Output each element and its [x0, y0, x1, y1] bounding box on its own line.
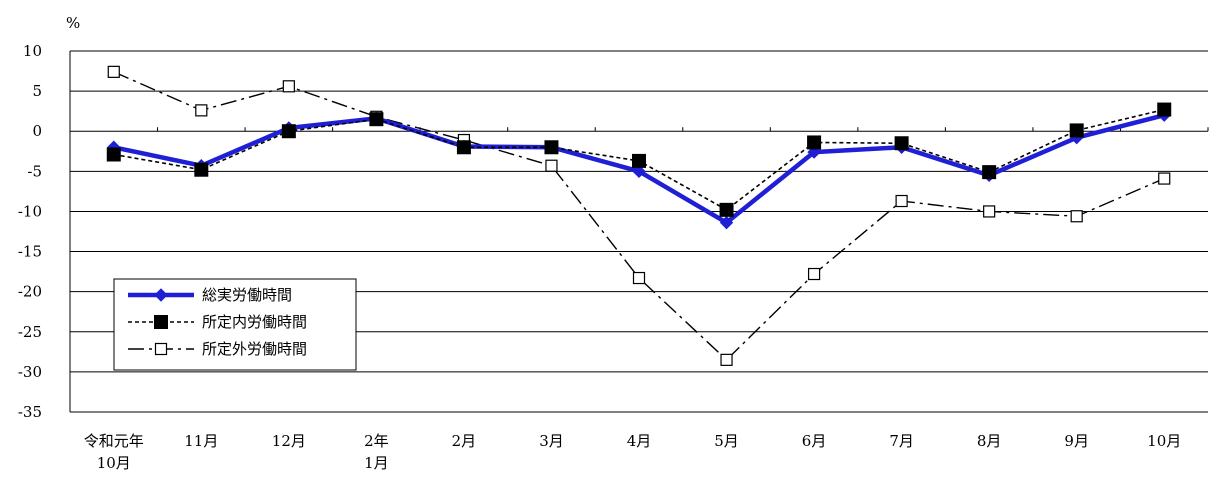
series-1-point [106, 147, 121, 162]
series-1-point [456, 140, 471, 155]
y-tick-label: -15 [18, 243, 42, 261]
series-2-point [1070, 210, 1083, 223]
legend-marker-1 [154, 315, 168, 329]
legend-marker-0 [154, 288, 168, 302]
y-tick-label: -35 [18, 403, 42, 421]
x-tick-labels: 令和元年 10月 11月 12月 2年 1月 2月 3月 4月 5月 6月 7月 8月 9月 10月 [84, 432, 1182, 472]
series-1-point [807, 135, 822, 150]
series-2-point [983, 205, 996, 218]
x-tick-label: 6月 [802, 432, 827, 450]
series-2-point [282, 80, 295, 93]
legend-label-1: 所定内労働時間 [202, 313, 307, 331]
x-tick-label: 12月 [272, 432, 306, 450]
x-tick-label: 8月 [977, 432, 1002, 450]
series-2-point [1158, 172, 1171, 185]
series-0-point [719, 215, 734, 230]
legend-marker-2 [154, 342, 168, 356]
series-1-point [1069, 123, 1084, 138]
series-2-point [807, 267, 821, 281]
y-tick-label: 5 [32, 82, 42, 100]
legend-label-2: 所定外労働時間 [202, 340, 307, 358]
series-2-point [632, 271, 646, 285]
y-tick-labels: 10 5 0 -5 -10 -15 -20 -25 -30 -35 [18, 42, 42, 421]
series-1-point [632, 153, 646, 168]
series-2-point [107, 65, 120, 78]
series-2-point [195, 104, 208, 117]
series-markers [106, 65, 1172, 366]
series-2-point [545, 159, 558, 172]
x-tick-label: 令和元年 [84, 432, 144, 450]
y-tick-label: -25 [18, 323, 42, 341]
y-tick-label: -10 [18, 202, 42, 220]
y-tick-label: 10 [23, 42, 42, 60]
x-tick-label: 4月 [627, 432, 652, 450]
series-2-point [720, 353, 733, 366]
x-tick-label: 2年 [364, 432, 389, 450]
series-1-point [281, 124, 296, 139]
x-tick-label: 5月 [714, 432, 739, 450]
y-tick-label: -20 [18, 283, 42, 301]
y-tick-label: 0 [32, 122, 42, 140]
x-tick-label: 1月 [364, 454, 389, 472]
x-tick-label: 10月 [97, 454, 131, 472]
series-2-point [895, 194, 908, 208]
series-1-point [544, 140, 559, 155]
y-tick-label: -5 [27, 162, 42, 180]
series-1-point [894, 136, 909, 151]
series-1-point [194, 162, 209, 177]
x-tick-label: 11月 [184, 432, 218, 450]
legend-label-0: 総実労働時間 [202, 286, 292, 304]
x-tick-label: 3月 [539, 432, 564, 450]
y-unit-label: % [66, 14, 80, 32]
series-0-point [632, 164, 646, 179]
x-tick-label: 10月 [1147, 432, 1181, 450]
x-tick-label: 9月 [1064, 432, 1089, 450]
series-1-point [369, 112, 384, 127]
series-1-point [1157, 102, 1172, 117]
series-1-point [719, 202, 734, 217]
x-tick-label: 7月 [889, 432, 914, 450]
y-tick-label: -30 [18, 363, 42, 381]
series-1-point [982, 165, 997, 180]
x-tick-label: 2月 [452, 432, 477, 450]
